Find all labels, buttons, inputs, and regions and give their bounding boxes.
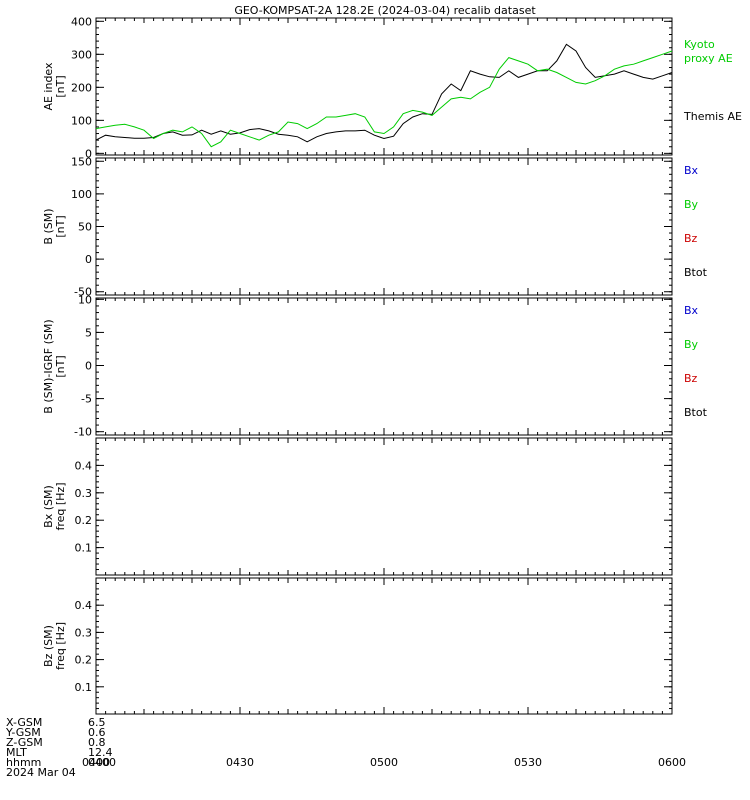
x-tick-labels: 0400 0430 0500 0530 0600 <box>82 756 686 769</box>
chart-title: GEO-KOMPSAT-2A 128.2E (2024-03-04) recal… <box>234 4 536 17</box>
y-tick-label: 0.1 <box>75 542 93 555</box>
y-tick-label: 100 <box>71 188 92 201</box>
x-tick-label: 0530 <box>514 756 542 769</box>
y-tick-label: 0.2 <box>75 654 93 667</box>
y-tick-label: -50 <box>74 286 92 299</box>
y-axis-label: [nT] <box>54 355 67 377</box>
y-tick-label: 0.3 <box>75 626 93 639</box>
panel-frame <box>95 297 673 436</box>
ephemeris-table: X-GSM 6.5 Y-GSM 0.6 Z-GSM 0.8 MLT 12.4 hhmm 0400 <box>5 716 116 769</box>
x-tick-label: 0400 <box>82 756 110 769</box>
panel-b-minus-igrf: -10 -5 0 5 10 B (SM)-IGRF (SM) [nT] Bx By Bz Btot <box>42 293 708 438</box>
y-tick-label: 0 <box>85 147 92 160</box>
y-tick-label: 50 <box>78 221 92 234</box>
ephemeris-value: 12.4 <box>88 746 113 759</box>
panel-bz-freq: 0.1 0.2 0.3 0.4 Bz (SM) freq [Hz] <box>42 577 673 715</box>
series-line-kyoto-proxy-ae <box>95 50 673 148</box>
ephemeris-label: hhmm <box>6 756 41 769</box>
x-tick-label: 0430 <box>226 756 254 769</box>
panel-frame <box>95 157 673 296</box>
series-line-themis-ae <box>95 43 673 143</box>
y-tick-label: 10 <box>78 293 92 306</box>
ephemeris-value: 0400 <box>88 756 116 769</box>
ephemeris-value: 0.8 <box>88 736 106 749</box>
ephemeris-label: Z-GSM <box>6 736 43 749</box>
date-label: 2024 Mar 04 <box>6 766 76 779</box>
ephemeris-label: MLT <box>6 746 27 759</box>
y-tick-label: 200 <box>71 81 92 94</box>
legend-entry: Btot <box>684 406 708 419</box>
panel-frame <box>95 437 673 576</box>
legend-entry: proxy AE <box>684 52 733 65</box>
y-tick-label: 0.2 <box>75 514 93 527</box>
legend-entry: Themis AE <box>683 110 742 123</box>
y-axis-label: freq [Hz] <box>54 482 67 530</box>
y-tick-label: 0 <box>85 253 92 266</box>
y-axis-label: [nT] <box>54 75 67 97</box>
x-tick-label: 0600 <box>658 756 686 769</box>
y-tick-label: 0.1 <box>75 681 93 694</box>
legend-entry: Bz <box>684 372 698 385</box>
legend-entry: Btot <box>684 266 708 279</box>
panel-frame <box>95 17 673 156</box>
x-tick-label: 0500 <box>370 756 398 769</box>
panel-b-field: -50 0 50 100 150 B (SM) [nT] Bx By Bz Btot <box>42 155 708 298</box>
y-tick-label: 0.3 <box>75 487 93 500</box>
legend-entry: Bx <box>684 304 699 317</box>
y-tick-label: -5 <box>81 393 92 406</box>
legend-entry: Kyoto <box>684 38 715 51</box>
y-tick-label: 0.4 <box>75 599 93 612</box>
y-tick-label: 400 <box>71 15 92 28</box>
legend-entry: Bz <box>684 232 698 245</box>
y-tick-label: 0.4 <box>75 459 93 472</box>
legend-entry: Bx <box>684 164 699 177</box>
y-axis-label: freq [Hz] <box>54 622 67 670</box>
panel-bx-freq: 0.1 0.2 0.3 0.4 Bx (SM) freq [Hz] <box>42 437 673 576</box>
y-tick-label: 0 <box>85 360 92 373</box>
ephemeris-label: Y-GSM <box>5 726 41 739</box>
y-tick-label: 100 <box>71 114 92 127</box>
panel-frame <box>95 577 673 715</box>
ephemeris-value: 0.6 <box>88 726 106 739</box>
y-tick-label: 5 <box>85 326 92 339</box>
ephemeris-value: 6.5 <box>88 716 106 729</box>
y-axis-label: B (SM)-IGRF (SM) <box>42 319 55 413</box>
ephemeris-label: X-GSM <box>6 716 42 729</box>
y-axis-label: [nT] <box>54 215 67 237</box>
y-tick-label: 150 <box>71 155 92 168</box>
y-axis-label: Bz (SM) <box>42 625 55 667</box>
legend-entry: By <box>684 198 699 211</box>
y-tick-label: 300 <box>71 48 92 61</box>
y-tick-label: -10 <box>74 426 92 439</box>
legend-entry: By <box>684 338 699 351</box>
y-axis-label: AE index <box>42 62 55 111</box>
y-axis-label: Bx (SM) <box>42 485 55 528</box>
y-axis-label: B (SM) <box>42 208 55 244</box>
